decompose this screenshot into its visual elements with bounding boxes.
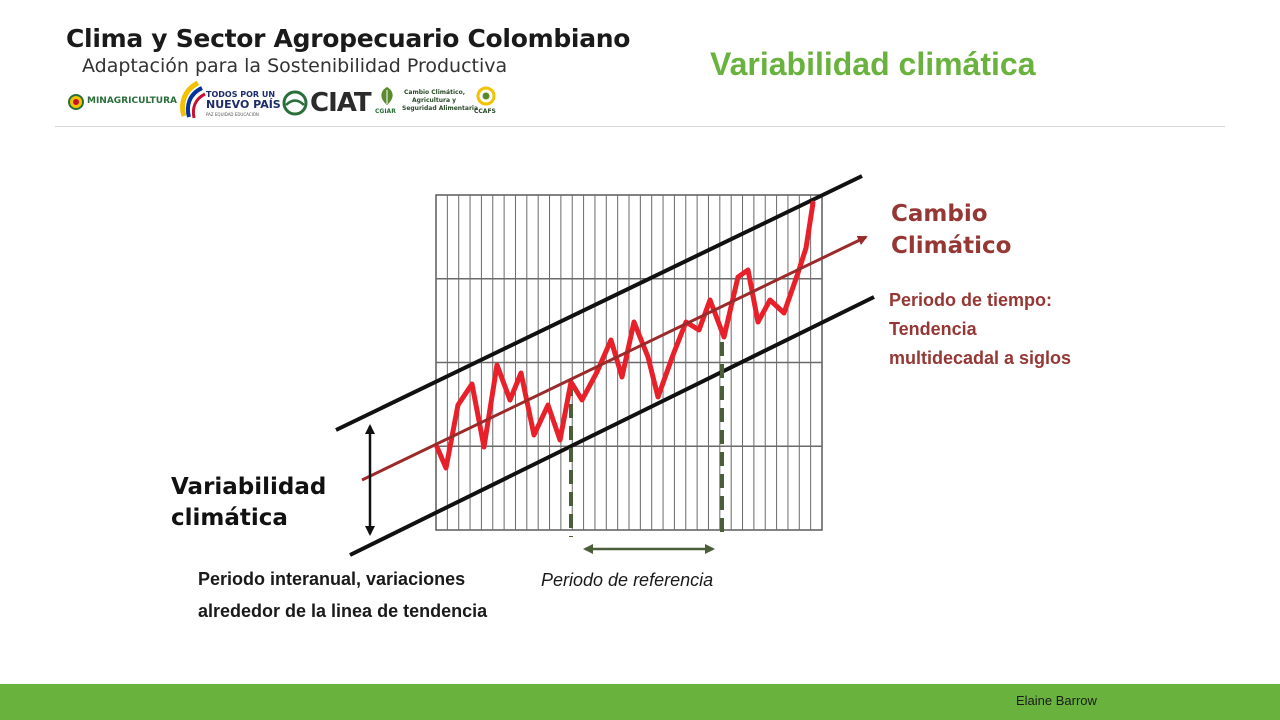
ccafs-line1: Cambio Climático, <box>404 89 465 96</box>
ccafs-ring-icon <box>476 86 496 106</box>
background-grid <box>435 194 823 531</box>
todos-line2: NUEVO PAÍS <box>206 98 281 111</box>
ciat-globe-icon <box>282 90 308 116</box>
label-periodo-de-tiempo: Periodo de tiempo: Tendencia multidecada… <box>889 290 1072 368</box>
coat-of-arms-icon <box>68 94 84 110</box>
header-divider <box>55 126 1225 127</box>
upper-band-line <box>335 174 863 432</box>
trend-arrow <box>361 235 868 482</box>
minagricultura-text: MINAGRICULTURA <box>87 96 177 106</box>
partner-logos: MINAGRICULTURA TODOS POR UN NUEVO PAÍS P… <box>68 80 498 120</box>
label-cambio-climatico: Cambio Climático <box>891 201 1012 259</box>
ciat-text: CIAT <box>310 88 372 118</box>
cgiar-text: CGIAR <box>375 108 396 115</box>
temperature-series-line <box>434 200 816 471</box>
todos-line3: PAZ EQUIDAD EDUCACIÓN <box>206 112 259 117</box>
ccafs-line2: Agricultura y <box>412 97 456 104</box>
ccafs-text: CCAFS <box>474 108 496 115</box>
todos-line1: TODOS POR UN <box>206 90 276 99</box>
label-periodo-de-referencia: Periodo de referencia <box>541 570 714 590</box>
footer-credit: Elaine Barrow <box>1016 693 1097 708</box>
ccafs-line3: Seguridad Alimentaria <box>402 105 479 112</box>
header-subtitle: Adaptación para la Sostenibilidad Produc… <box>82 55 508 77</box>
lower-band-line <box>349 295 875 557</box>
label-variabilidad-climatica: Variabilidad climática <box>171 474 327 531</box>
footer-bar <box>0 684 1280 720</box>
leaf-icon <box>381 87 393 105</box>
header-title: Clima y Sector Agropecuario Colombiano <box>66 24 631 53</box>
slide-title: Variabilidad climática <box>710 46 1036 82</box>
flag-swoosh-icon <box>180 80 206 119</box>
label-periodo-interanual: Periodo interanual, variaciones alrededo… <box>198 569 488 621</box>
